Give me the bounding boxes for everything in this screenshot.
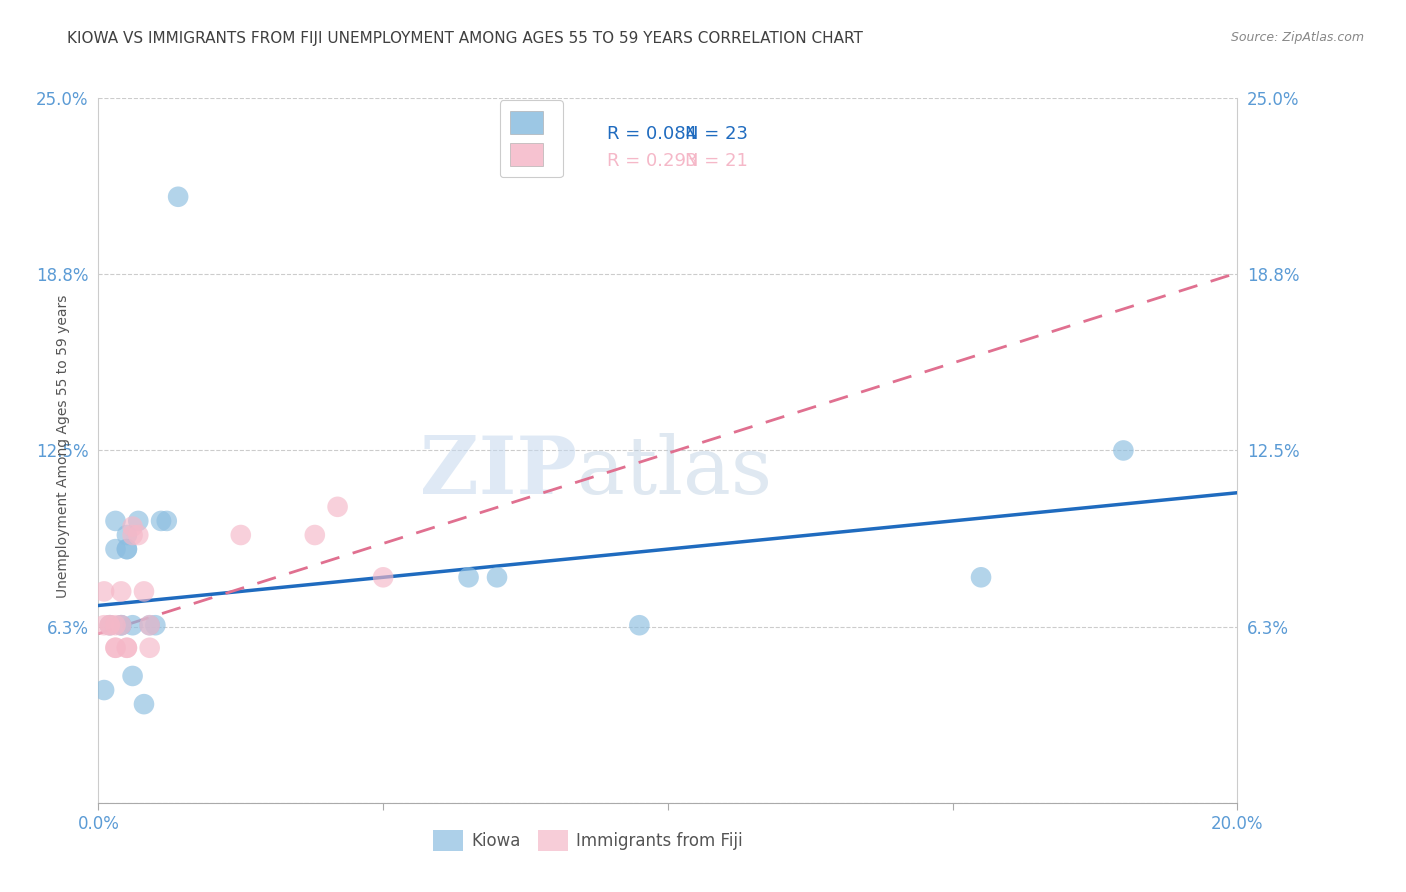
Point (970, 570, 993, 584)
Point (628, 618, 651, 632)
Point (156, 514, 179, 528)
Point (93, 584, 115, 599)
Point (121, 618, 143, 632)
Point (110, 618, 132, 632)
Point (104, 640, 127, 655)
Text: Unemployment Among Ages 55 to 59 years: Unemployment Among Ages 55 to 59 years (56, 294, 70, 598)
Text: N = 23: N = 23 (685, 125, 748, 144)
Point (104, 618, 127, 632)
Point (127, 528, 149, 542)
Point (150, 514, 173, 528)
Point (304, 528, 326, 542)
Point (110, 618, 132, 632)
Point (115, 542, 138, 557)
Text: R = 0.084: R = 0.084 (607, 125, 697, 144)
Point (486, 570, 509, 584)
Point (1112, 443, 1135, 458)
Point (326, 500, 349, 514)
Point (373, 570, 395, 584)
Point (115, 640, 138, 655)
Point (127, 514, 149, 528)
Point (98, 618, 121, 632)
Text: Source: ZipAtlas.com: Source: ZipAtlas.com (1230, 31, 1364, 45)
Point (167, 190, 190, 204)
Point (115, 528, 138, 542)
Point (93, 683, 115, 698)
Point (138, 618, 160, 632)
Text: atlas: atlas (576, 433, 772, 510)
Legend: Kiowa, Immigrants from Fiji: Kiowa, Immigrants from Fiji (427, 823, 749, 858)
Point (121, 519, 143, 533)
Point (132, 697, 155, 711)
Point (138, 640, 160, 655)
Text: N = 21: N = 21 (685, 152, 748, 170)
Point (104, 640, 127, 655)
Point (104, 542, 127, 557)
Text: ZIP: ZIP (420, 433, 576, 510)
Point (121, 528, 143, 542)
Point (132, 584, 155, 599)
Point (115, 640, 138, 655)
Point (93, 618, 115, 632)
Text: KIOWA VS IMMIGRANTS FROM FIJI UNEMPLOYMENT AMONG AGES 55 TO 59 YEARS CORRELATION: KIOWA VS IMMIGRANTS FROM FIJI UNEMPLOYME… (67, 31, 863, 46)
Point (145, 618, 167, 632)
Point (98, 618, 121, 632)
Point (98, 618, 121, 632)
Point (138, 618, 160, 632)
Point (110, 618, 132, 632)
Point (121, 669, 143, 683)
Point (104, 514, 127, 528)
Point (229, 528, 252, 542)
Point (457, 570, 479, 584)
Text: R = 0.293: R = 0.293 (607, 152, 697, 170)
Point (110, 584, 132, 599)
Point (115, 542, 138, 557)
